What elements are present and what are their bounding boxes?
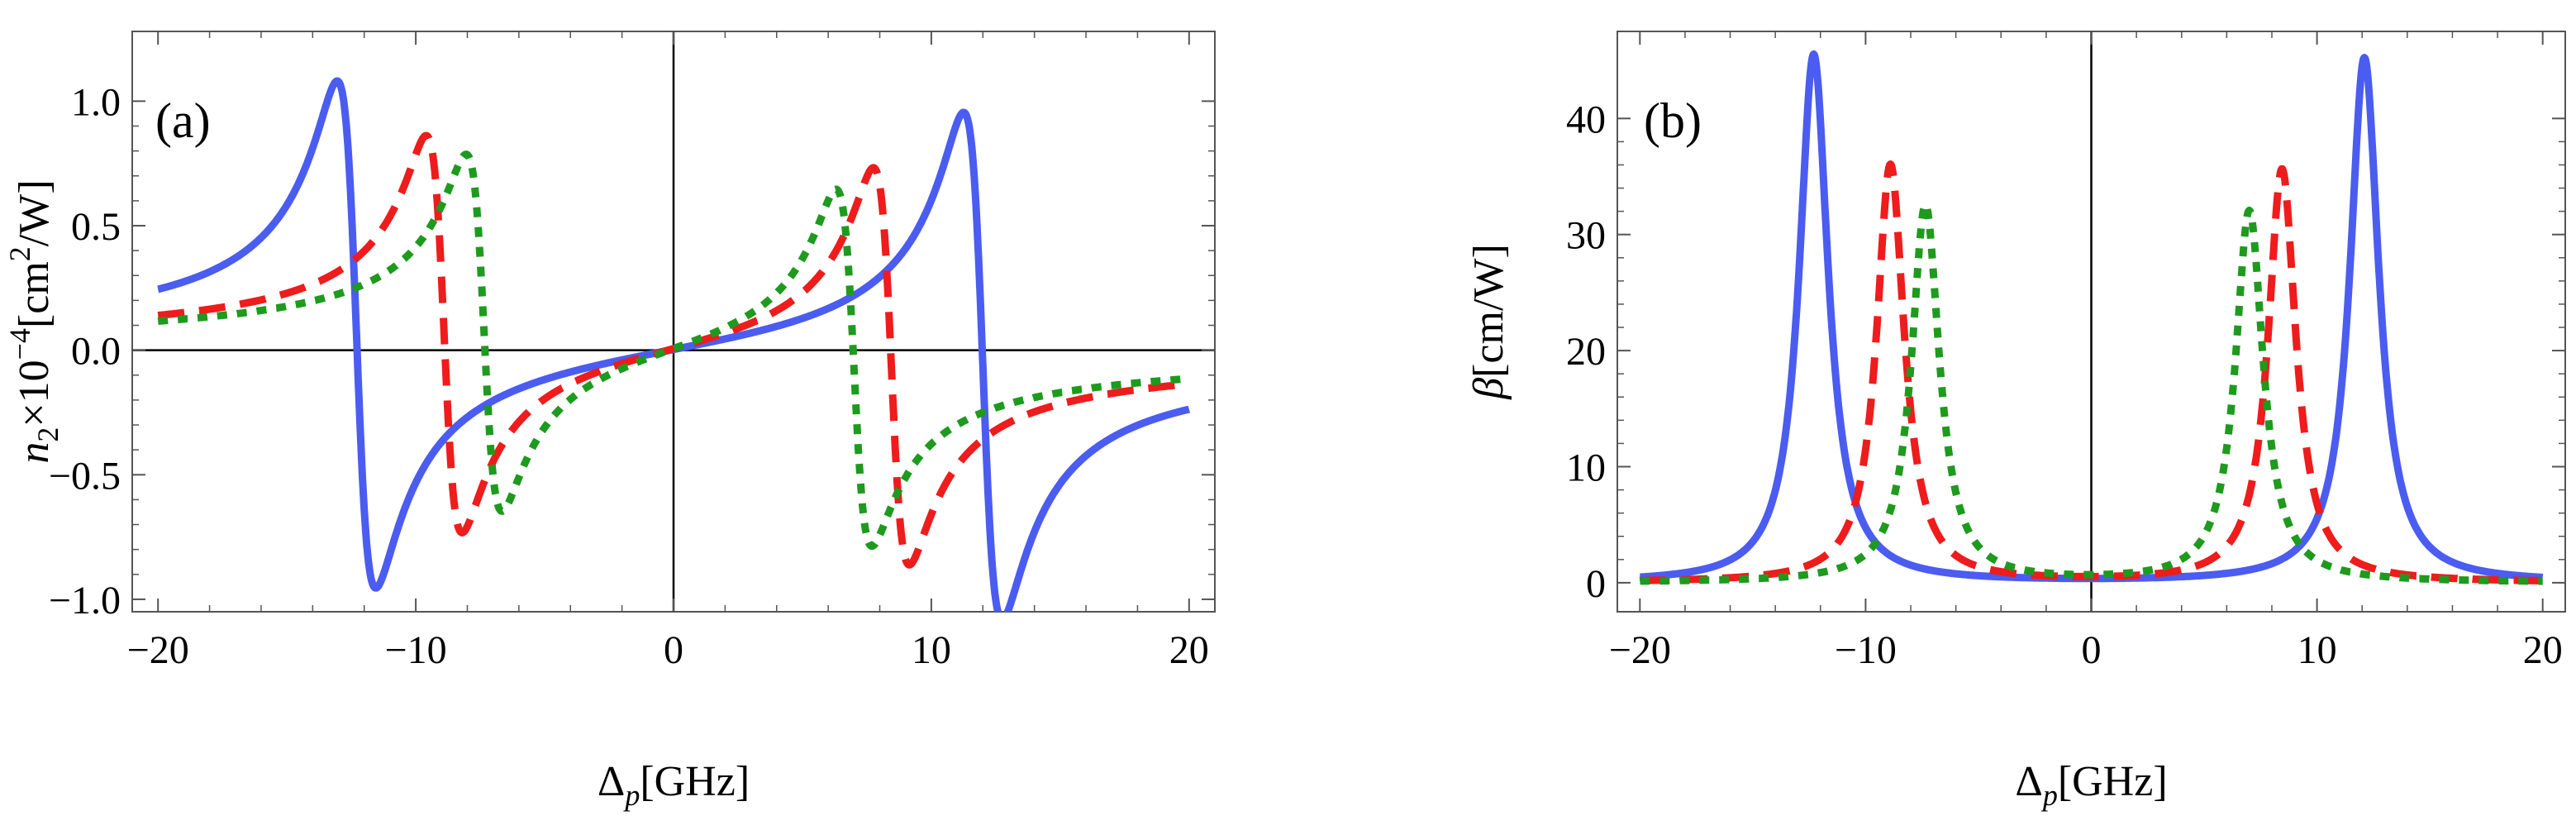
- chart-panel-b: −20 −10 0 10 20 0 10 20 30 40 (b) Δp[GHz] β[cm/W]: [1465, 31, 2566, 812]
- x-tick-label: −10: [385, 628, 447, 672]
- chart-panel-a: −20 −10 0 10 20 −1.0 −0.5 0.0 0.5 1.0 (a) Δp[GHz] n2…: [3, 31, 1216, 812]
- x-tick-label: 0: [2082, 628, 2102, 672]
- y-tick-label: 40: [1566, 98, 1606, 141]
- y-tick-label: −0.5: [49, 454, 121, 498]
- x-tick-label: 10: [2297, 628, 2337, 672]
- y-tick-label: 0.5: [71, 205, 121, 249]
- panel-label: (b): [1644, 93, 1702, 148]
- y-axis-label: β[cm/W]: [1465, 244, 1512, 400]
- panel-label: (a): [155, 93, 211, 148]
- y-tick-label: 0.0: [71, 330, 121, 374]
- series-dotted-line: [1636, 201, 2546, 585]
- x-axis-label: Δp[GHz]: [2015, 758, 2167, 812]
- x-axis-label: Δp[GHz]: [598, 758, 750, 812]
- series-dashed-line: [155, 131, 1193, 569]
- y-tick-label: 30: [1566, 214, 1606, 258]
- y-tick-label: 1.0: [71, 80, 121, 124]
- x-tick-label: 20: [1169, 628, 1209, 672]
- y-axis-label: n2×10−4[cm2/W]: [3, 179, 64, 463]
- y-tick-label: 0: [1586, 562, 1606, 606]
- x-tick-label: 10: [912, 628, 951, 672]
- x-tick-label: 20: [2523, 628, 2563, 672]
- x-tick-label: 0: [664, 628, 683, 672]
- y-tick-label: 10: [1566, 446, 1606, 490]
- x-tick-label: −20: [127, 628, 189, 672]
- x-tick-label: −20: [1609, 628, 1671, 672]
- series-dotted-line: [155, 150, 1193, 551]
- x-tick-label: −10: [1835, 628, 1897, 672]
- y-tick-label: 20: [1566, 330, 1606, 374]
- y-tick-label: −1.0: [49, 579, 121, 622]
